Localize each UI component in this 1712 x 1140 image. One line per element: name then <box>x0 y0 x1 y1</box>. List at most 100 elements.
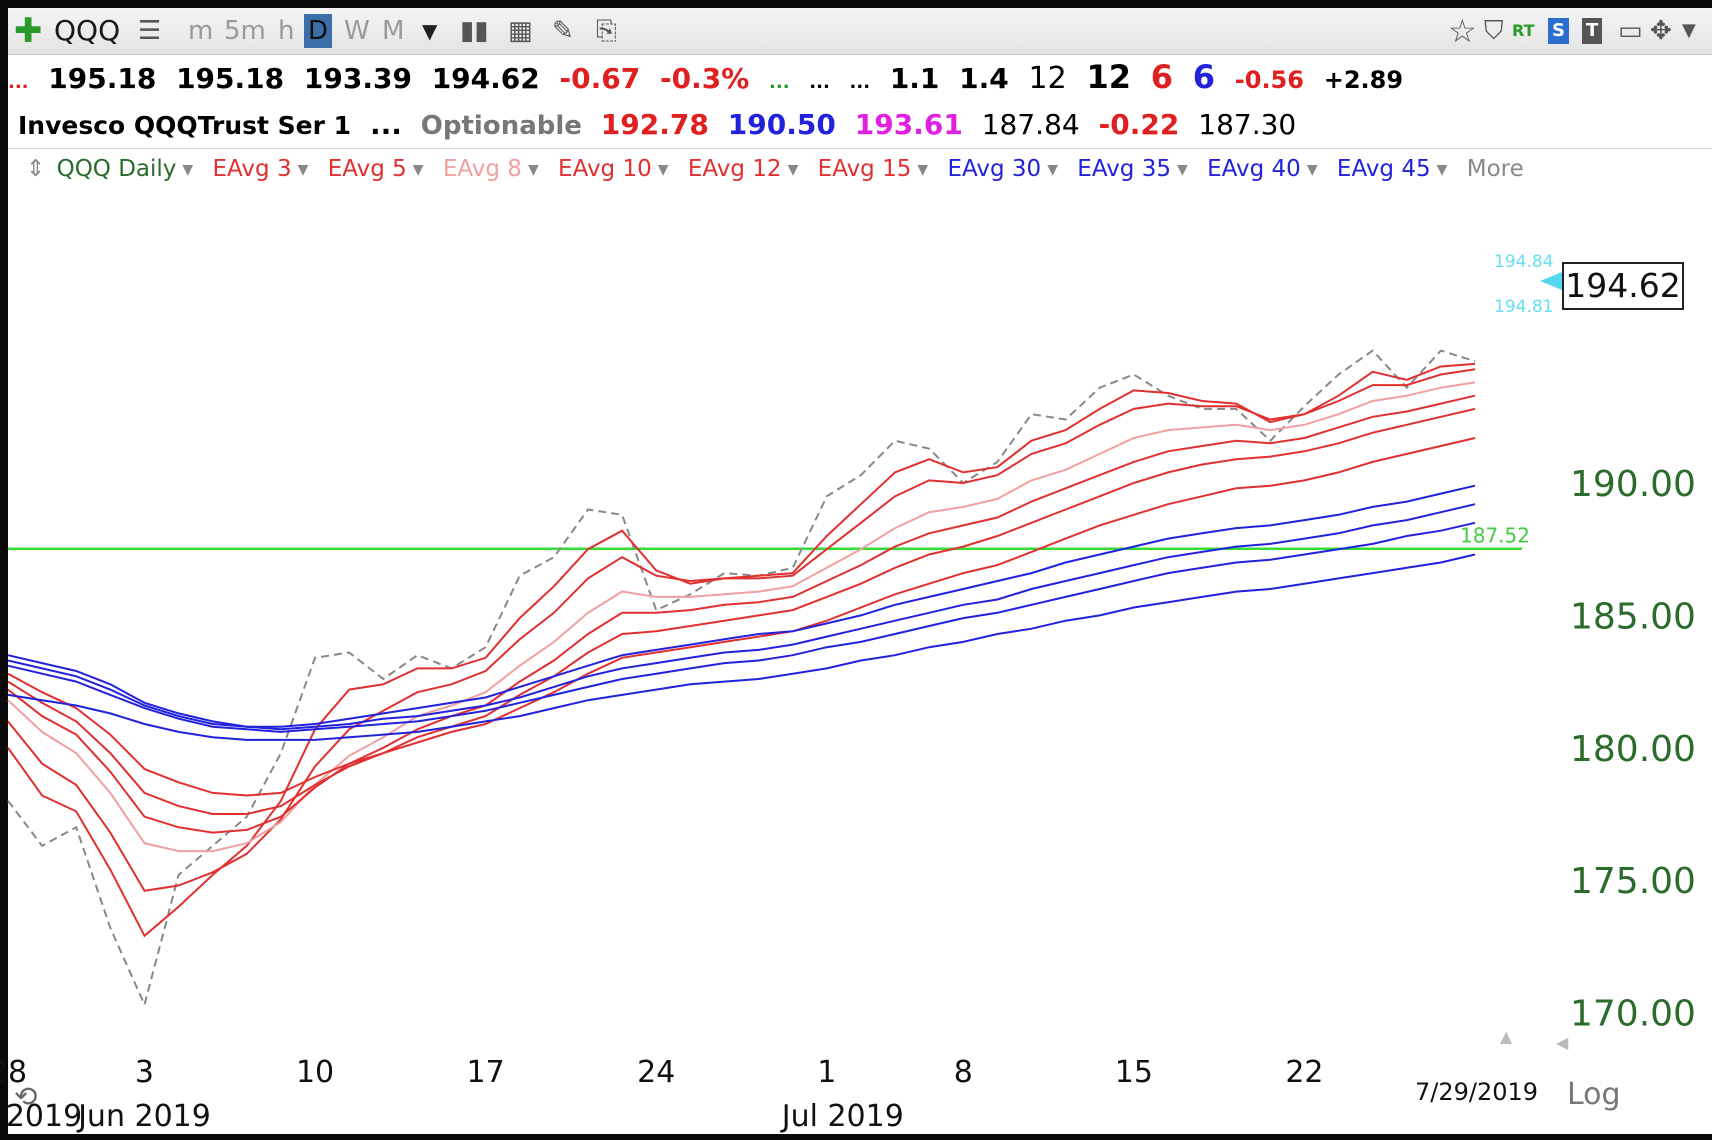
list-icon[interactable]: ☰ <box>138 16 162 46</box>
realtime-badge[interactable]: RT <box>1512 21 1535 40</box>
study-eavg-15[interactable]: EAvg 15 <box>817 156 912 182</box>
note-icon[interactable]: ⎘ <box>596 16 617 46</box>
scroll-up-icon[interactable]: ▲ <box>1500 1027 1513 1046</box>
series-line-eavg-3[interactable] <box>7 362 1476 938</box>
value-3: 193.61 <box>854 108 963 141</box>
chevron-down-icon[interactable]: ▼ <box>1177 161 1188 178</box>
series-line-eavg-30[interactable] <box>7 484 1476 728</box>
study-eavg-10[interactable]: EAvg 10 <box>558 156 652 182</box>
quote-line-2: Invesco QQQTrust Ser 1 ... Optionable 19… <box>18 108 1618 150</box>
date-tick-label: 17 <box>467 1055 505 1090</box>
price-tick-label: 180.00 <box>1570 729 1696 770</box>
date-tick-label: 1 <box>817 1055 836 1090</box>
scroll-left-icon[interactable]: ◀ <box>1556 1033 1569 1052</box>
series-line-qqq-daily[interactable] <box>7 349 1476 1008</box>
field-4: 12 <box>1086 58 1131 96</box>
chevron-down-icon[interactable]: ▼ <box>297 161 309 178</box>
study-eavg-35[interactable]: EAvg 35 <box>1077 156 1171 182</box>
chevron-down-icon[interactable]: ▼ <box>527 161 539 178</box>
chevron-down-icon[interactable]: ▼ <box>1436 161 1448 178</box>
price-axis: 190.00 185.00 180.00 175.00 170.00 <box>1570 464 1696 1035</box>
star-icon[interactable]: ☆ <box>1448 12 1477 50</box>
window-icon[interactable]: ▭ <box>1618 16 1643 46</box>
month-label: 2019 <box>6 1099 82 1134</box>
date-tick-label: 28 <box>0 1055 27 1090</box>
field-5: 6 <box>1150 58 1174 96</box>
period-5minute[interactable]: 5m <box>224 16 266 46</box>
refresh-icon[interactable]: ⟲ <box>14 1080 37 1113</box>
study-main[interactable]: QQQ Daily <box>56 156 177 182</box>
quote-ellipsis-2: ... <box>809 72 830 93</box>
chevron-down-icon[interactable]: ▼ <box>787 161 799 178</box>
chevron-down-icon[interactable]: ▼ <box>1306 161 1318 178</box>
field-6: 6 <box>1192 58 1216 96</box>
series-line-eavg-10[interactable] <box>7 394 1476 834</box>
period-minute[interactable]: m <box>188 16 214 46</box>
value-5: -0.22 <box>1098 108 1180 141</box>
series-line-eavg-15[interactable] <box>7 437 1476 797</box>
study-eavg-5[interactable]: EAvg 5 <box>327 156 407 182</box>
last-price-box: 194.62 <box>1562 262 1684 310</box>
chevron-down-icon[interactable]: ▼ <box>182 161 194 178</box>
optionable-label: Optionable <box>420 111 582 141</box>
study-eavg-45[interactable]: EAvg 45 <box>1336 156 1431 182</box>
reorder-icon[interactable]: ⇕ <box>26 156 46 182</box>
s-badge[interactable]: S <box>1548 18 1569 44</box>
price-tick-label: 190.00 <box>1570 464 1696 505</box>
chevron-down-icon[interactable]: ▼ <box>917 161 929 178</box>
date-tick-label: 3 <box>135 1055 154 1090</box>
study-eavg-30[interactable]: EAvg 30 <box>947 156 1042 182</box>
symbol-input[interactable]: QQQ <box>54 14 121 47</box>
filter-icon[interactable]: ⛉ <box>1484 16 1504 46</box>
series-line-eavg-45[interactable] <box>7 553 1476 741</box>
field-2: 1.4 <box>959 62 1009 95</box>
open-value: 195.18 <box>48 62 157 95</box>
series-line-eavg-35[interactable] <box>7 503 1476 731</box>
horizontal-line-label: 187.52 <box>1460 524 1530 548</box>
study-eavg-3[interactable]: EAvg 3 <box>212 156 292 182</box>
chevron-down-icon[interactable]: ▼ <box>1047 161 1058 178</box>
instrument-name: Invesco QQQTrust Ser 1 <box>18 111 352 140</box>
date-tick-label: 15 <box>1115 1055 1153 1090</box>
series-line-eavg-5[interactable] <box>7 368 1476 892</box>
window-border-left <box>0 0 8 1140</box>
study-eavg-12[interactable]: EAvg 12 <box>687 156 782 182</box>
tag-low-label: 194.81 <box>1494 297 1553 317</box>
field-8: +2.89 <box>1323 66 1404 94</box>
add-symbol-icon[interactable]: ✚ <box>14 11 43 51</box>
field-1: 1.1 <box>889 62 940 95</box>
study-eavg-8[interactable]: EAvg 8 <box>442 156 522 182</box>
month-label: Jul 2019 <box>780 1099 904 1134</box>
period-hour[interactable]: h <box>278 16 295 46</box>
more-studies-button[interactable]: More <box>1466 156 1524 182</box>
menu-dropdown-icon[interactable]: ▼ <box>1682 20 1696 41</box>
series-line-eavg-8[interactable] <box>7 381 1476 853</box>
pencil-icon[interactable]: ✎ <box>552 16 574 46</box>
t-badge[interactable]: T <box>1582 18 1603 44</box>
field-3: 12 <box>1028 61 1067 96</box>
value-6: 187.30 <box>1198 108 1297 141</box>
series-line-eavg-40[interactable] <box>7 521 1476 733</box>
chevron-down-icon[interactable]: ▼ <box>657 161 669 178</box>
log-scale-toggle[interactable]: Log <box>1567 1077 1621 1112</box>
chevron-down-icon[interactable]: ▼ <box>412 161 424 178</box>
bar-chart-icon[interactable]: ▮▮ <box>460 16 489 46</box>
series-line-eavg-12[interactable] <box>7 407 1476 815</box>
window-border-top <box>0 0 1712 8</box>
table-grid-icon[interactable]: ▦ <box>508 16 533 46</box>
chart-lines <box>7 349 1522 1008</box>
move-icon[interactable]: ✥ <box>1650 16 1672 46</box>
period-weekly[interactable]: W <box>344 16 370 46</box>
window-border-bottom <box>0 1134 1712 1140</box>
quote-ellipsis: ... <box>8 72 29 93</box>
period-monthly[interactable]: M <box>382 16 405 46</box>
period-dropdown-icon[interactable]: ▼ <box>422 19 438 43</box>
period-daily[interactable]: D <box>304 14 333 48</box>
date-tick-label: 22 <box>1285 1055 1323 1090</box>
study-eavg-40[interactable]: EAvg 40 <box>1207 156 1301 182</box>
low-value: 193.39 <box>303 62 412 95</box>
studies-bar: ⇕ QQQ Daily ▼ EAvg 3 ▼ EAvg 5 ▼ EAvg 8 ▼ EAv… <box>8 148 1712 189</box>
